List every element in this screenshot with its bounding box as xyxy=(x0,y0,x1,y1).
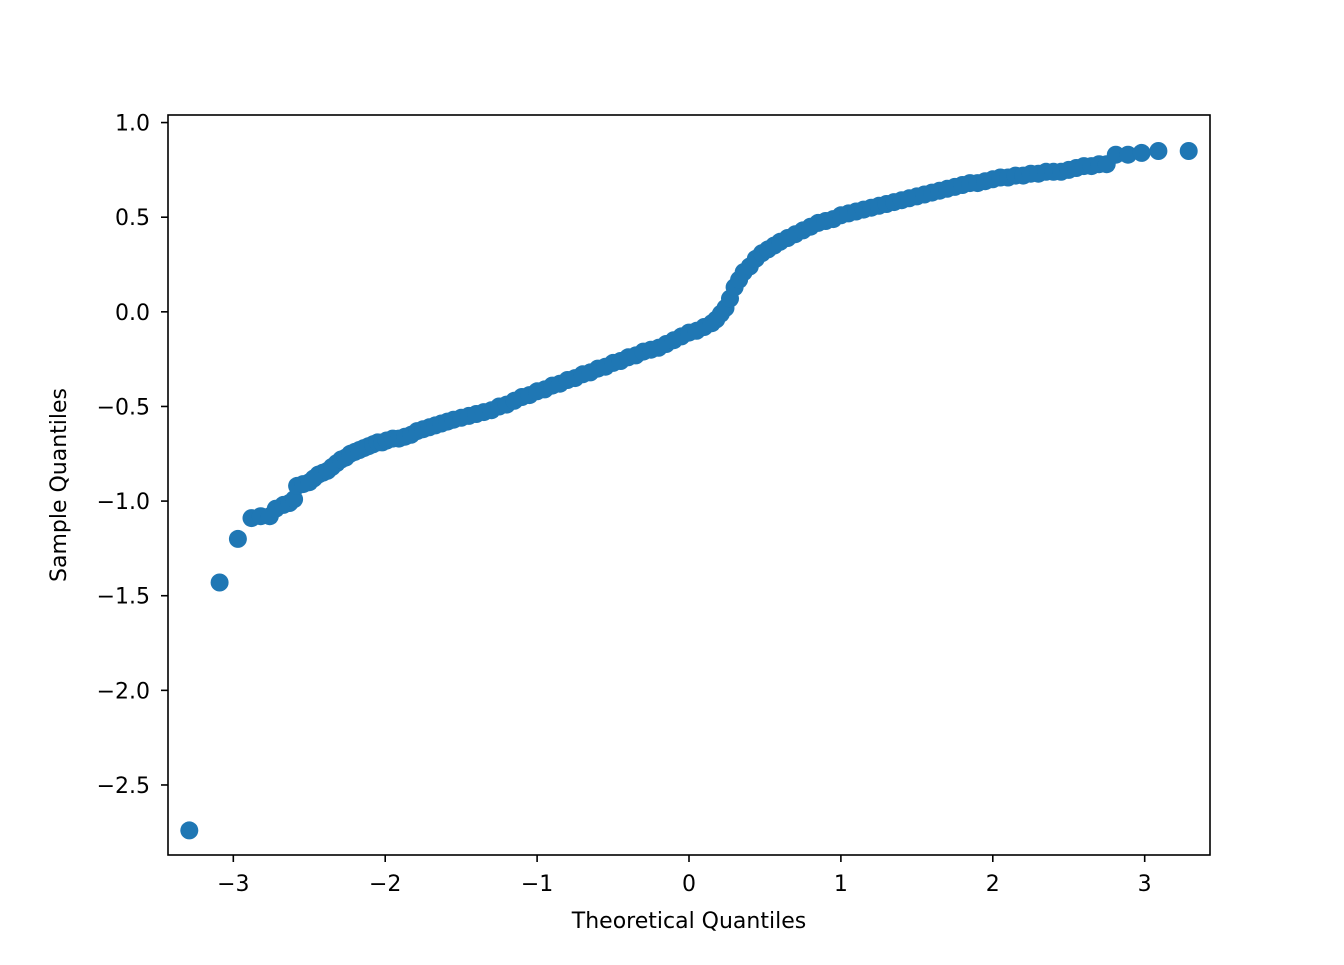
y-axis-title: Sample Quantiles xyxy=(47,388,72,582)
x-tick-label: 3 xyxy=(1138,872,1152,897)
x-tick-label: −2 xyxy=(369,872,401,897)
y-tick-label: −2.0 xyxy=(97,679,150,704)
x-tick-label: −3 xyxy=(217,872,249,897)
y-tick-label: −0.5 xyxy=(97,395,150,420)
y-tick-label: 0.5 xyxy=(115,206,150,231)
y-tick-label: 1.0 xyxy=(115,112,150,137)
data-point xyxy=(1149,142,1168,160)
y-tick-label: −1.5 xyxy=(97,585,150,610)
data-points xyxy=(180,142,1198,840)
y-tick-label: 0.0 xyxy=(115,301,150,326)
y-tick-label: −2.5 xyxy=(97,774,150,799)
plot-area-frame xyxy=(167,114,1211,856)
x-tick-label: 0 xyxy=(682,872,696,897)
data-point xyxy=(1119,145,1137,164)
y-axis-ticks: 1.0 0.5 0.0 −0.5 −1.0 −1.5 −2.0 −2.5 xyxy=(97,112,168,799)
data-point xyxy=(180,821,199,840)
x-axis-ticks: −3 −2 −1 0 1 2 3 xyxy=(217,855,1152,897)
x-tick-label: 2 xyxy=(986,872,1000,897)
x-tick-label: −1 xyxy=(521,872,553,897)
data-point xyxy=(1132,143,1151,162)
data-point xyxy=(1179,142,1198,160)
y-tick-label: −1.0 xyxy=(97,490,150,515)
x-axis-title: Theoretical Quantiles xyxy=(571,909,806,934)
data-point xyxy=(210,573,229,592)
data-point xyxy=(228,529,247,548)
x-tick-label: 1 xyxy=(834,872,848,897)
